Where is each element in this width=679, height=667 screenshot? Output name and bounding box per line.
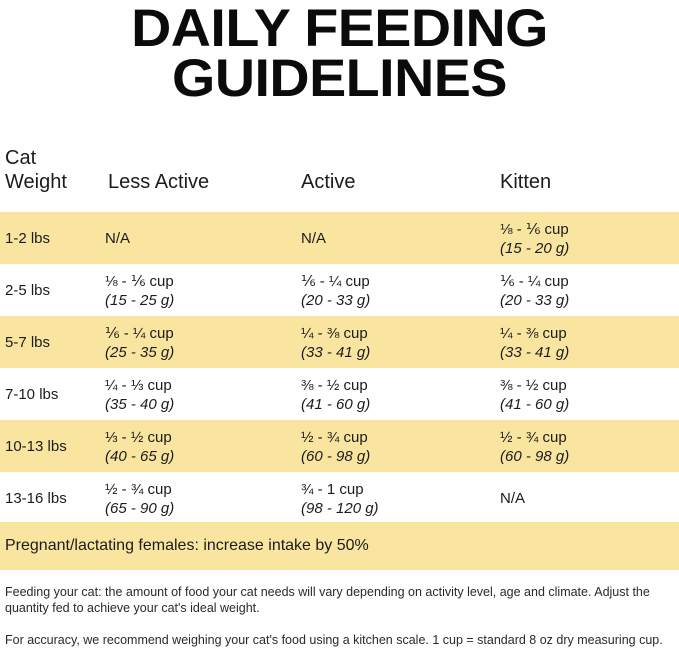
cell-cat-weight: 13-16 lbs <box>5 489 67 507</box>
cell-cat-weight: 7-10 lbs <box>5 385 59 403</box>
column-header-active: Active <box>301 171 356 193</box>
cell-amount: ⅛ - ⅙ cup <box>105 273 174 290</box>
cell-less-active: ⅛ - ⅙ cup (15 - 25 g) <box>105 273 300 309</box>
cell-grams: (33 - 41 g) <box>500 344 570 361</box>
cell-cat-weight: 2-5 lbs <box>5 281 51 299</box>
cell-grams: (41 - 60 g) <box>301 396 371 413</box>
cell-amount: ⅙ - ¼ cup <box>301 273 370 290</box>
cell-active: ¾ - 1 cup (98 - 120 g) <box>301 481 499 517</box>
column-header-cat-weight: Cat Weight <box>5 147 67 193</box>
cell-amount: ⅜ - ½ cup <box>301 377 368 394</box>
cell-amount: N/A <box>301 229 327 247</box>
table-body: 1-2 lbs N/A N/A ⅛ - ⅙ cup (15 - 20 g) 2-5 lbs… <box>0 212 679 524</box>
cell-less-active: ½ - ¾ cup (65 - 90 g) <box>105 481 300 517</box>
cell-grams: (41 - 60 g) <box>500 396 570 413</box>
cell-cat-weight: 5-7 lbs <box>5 333 51 351</box>
pregnant-lactating-note: Pregnant/lactating females: increase int… <box>0 522 679 570</box>
cell-less-active: N/A <box>105 212 300 264</box>
table-row: 2-5 lbs ⅛ - ⅙ cup (15 - 25 g) ⅙ - ¼ cup (20 … <box>0 264 679 316</box>
table-row: 7-10 lbs ¼ - ⅓ cup (35 - 40 g) ⅜ - ½ cup (41… <box>0 368 679 420</box>
title-line-1: DAILY FEEDING <box>131 0 548 58</box>
footnote-measuring-advice: For accuracy, we recommend weighing your… <box>5 633 663 647</box>
pregnant-lactating-note-text: Pregnant/lactating females: increase int… <box>5 537 369 554</box>
cell-active: ⅜ - ½ cup (41 - 60 g) <box>301 377 499 413</box>
cell-amount: ½ - ¾ cup <box>301 429 368 446</box>
cell-amount: ¼ - ⅓ cup <box>105 377 172 394</box>
cell-grams: (25 - 35 g) <box>105 344 175 361</box>
cell-amount: ¼ - ⅜ cup <box>500 325 567 342</box>
table-row: 10-13 lbs ⅓ - ½ cup (40 - 65 g) ½ - ¾ cup (6… <box>0 420 679 472</box>
cell-cat-weight: 1-2 lbs <box>5 229 51 247</box>
cell-grams: (60 - 98 g) <box>301 448 371 465</box>
cell-kitten: ⅛ - ⅙ cup (15 - 20 g) <box>500 221 678 257</box>
footnotes: Feeding your cat: the amount of food you… <box>5 584 671 664</box>
cell-less-active: ⅓ - ½ cup (40 - 65 g) <box>105 429 300 465</box>
cell-amount: ¾ - 1 cup <box>301 481 364 498</box>
cell-grams: (15 - 20 g) <box>500 240 570 257</box>
cell-grams: (20 - 33 g) <box>301 292 371 309</box>
cell-kitten: ⅜ - ½ cup (41 - 60 g) <box>500 377 678 413</box>
title-line-2: GUIDELINES <box>172 49 507 108</box>
cell-grams: (65 - 90 g) <box>105 500 175 517</box>
cell-amount: N/A <box>105 229 131 247</box>
cell-active: ½ - ¾ cup (60 - 98 g) <box>301 429 499 465</box>
column-header-kitten: Kitten <box>500 171 552 193</box>
cell-less-active: ⅙ - ¼ cup (25 - 35 g) <box>105 325 300 361</box>
cell-amount: ⅙ - ¼ cup <box>500 273 569 290</box>
cell-amount: N/A <box>500 489 526 507</box>
table-row: 5-7 lbs ⅙ - ¼ cup (25 - 35 g) ¼ - ⅜ cup (33 … <box>0 316 679 368</box>
cell-grams: (40 - 65 g) <box>105 448 175 465</box>
cell-cat-weight: 10-13 lbs <box>5 437 67 455</box>
cell-amount: ¼ - ⅜ cup <box>301 325 368 342</box>
cell-kitten: ⅙ - ¼ cup (20 - 33 g) <box>500 273 678 309</box>
page-title: DAILY FEEDING GUIDELINES <box>0 0 679 108</box>
cell-amount: ½ - ¾ cup <box>105 481 172 498</box>
cell-grams: (15 - 25 g) <box>105 292 175 309</box>
cell-amount: ⅙ - ¼ cup <box>105 325 174 342</box>
cell-amount: ⅜ - ½ cup <box>500 377 567 394</box>
table-row: 13-16 lbs ½ - ¾ cup (65 - 90 g) ¾ - 1 cup (9… <box>0 472 679 524</box>
cell-grams: (33 - 41 g) <box>301 344 371 361</box>
cell-active: N/A <box>301 212 499 264</box>
cell-grams: (35 - 40 g) <box>105 396 175 413</box>
cell-amount: ½ - ¾ cup <box>500 429 567 446</box>
cell-grams: (60 - 98 g) <box>500 448 570 465</box>
cell-active: ⅙ - ¼ cup (20 - 33 g) <box>301 273 499 309</box>
cell-amount: ⅓ - ½ cup <box>105 429 172 446</box>
cell-amount: ⅛ - ⅙ cup <box>500 221 569 238</box>
cell-grams: (20 - 33 g) <box>500 292 570 309</box>
cell-less-active: ¼ - ⅓ cup (35 - 40 g) <box>105 377 300 413</box>
cell-active: ¼ - ⅜ cup (33 - 41 g) <box>301 325 499 361</box>
column-header-less-active: Less Active <box>108 171 210 193</box>
footnote-feeding-advice: Feeding your cat: the amount of food you… <box>5 585 650 615</box>
table-row: 1-2 lbs N/A N/A ⅛ - ⅙ cup (15 - 20 g) <box>0 212 679 264</box>
cell-kitten: ½ - ¾ cup (60 - 98 g) <box>500 429 678 465</box>
cell-kitten: ¼ - ⅜ cup (33 - 41 g) <box>500 325 678 361</box>
table-header-row: Cat Weight Less Active Active Kitten <box>0 144 679 212</box>
feeding-guidelines-table: Cat Weight Less Active Active Kitten 1-2… <box>0 144 679 524</box>
cell-kitten: N/A <box>500 472 678 524</box>
cell-grams: (98 - 120 g) <box>301 500 379 517</box>
